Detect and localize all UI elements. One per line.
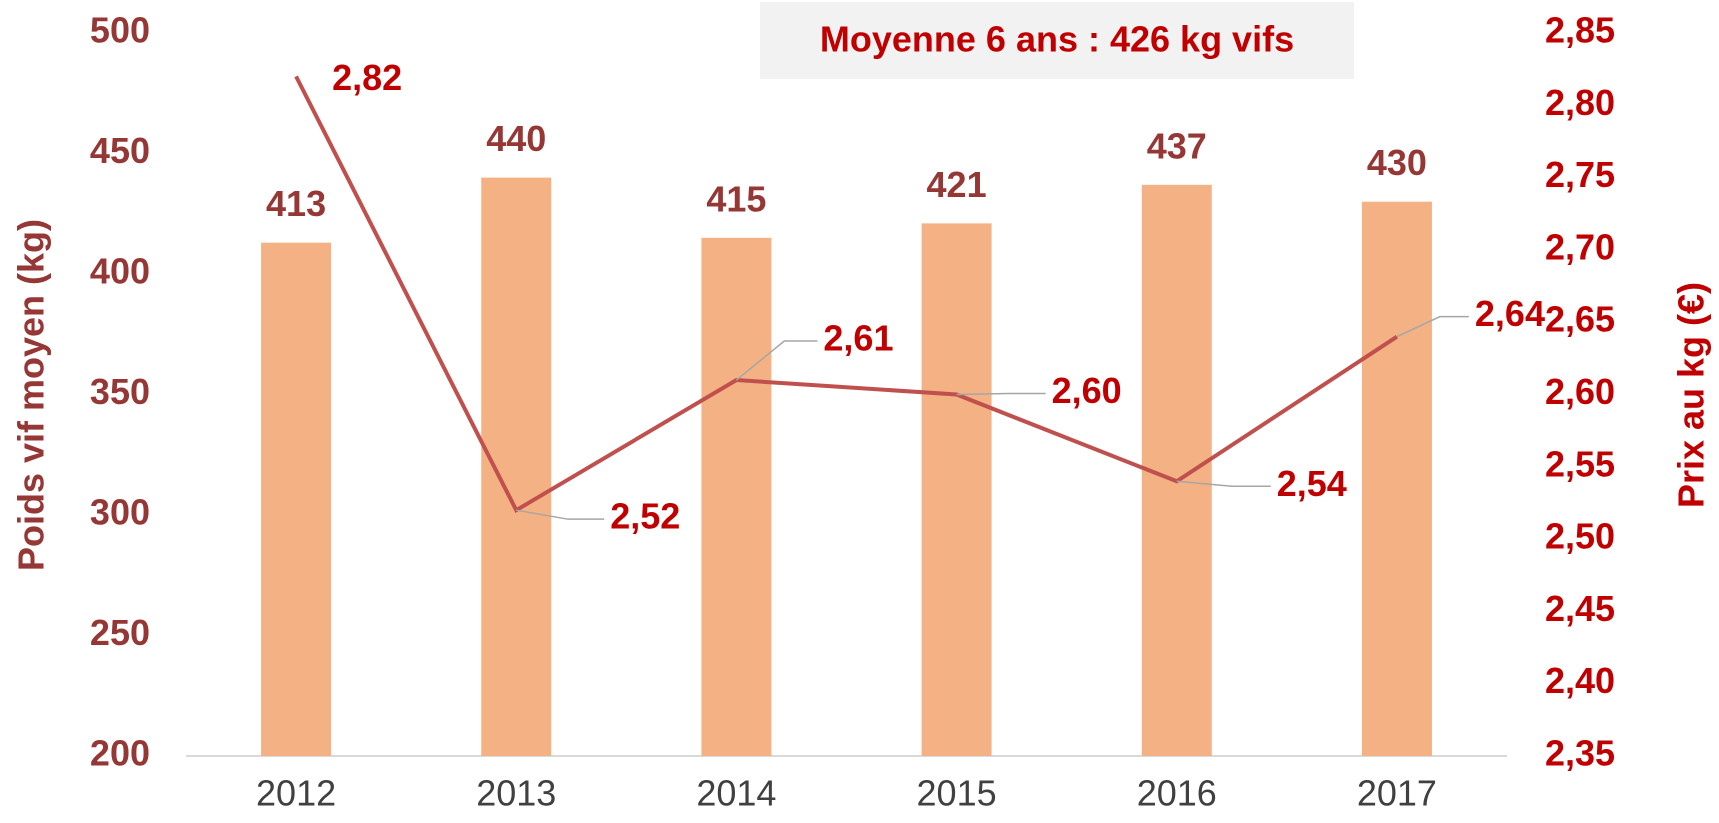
bar-label: 413 <box>266 183 326 224</box>
leader-line <box>1176 480 1271 488</box>
bar <box>481 177 552 757</box>
bar <box>261 242 332 757</box>
bar-label: 415 <box>706 178 766 219</box>
y-tick-label: 200 <box>90 733 150 774</box>
y-tick-label: 450 <box>90 130 150 171</box>
leader-line <box>516 509 605 520</box>
y2-tick-label: 2,80 <box>1545 82 1615 123</box>
y-tick-label: 350 <box>90 371 150 412</box>
y2-tick-label: 2,85 <box>1545 10 1615 51</box>
leader-line <box>956 392 1046 396</box>
annotation: Moyenne 6 ans : 426 kg vifs <box>820 19 1294 60</box>
line <box>294 75 1399 513</box>
bar <box>921 223 992 756</box>
x-tick-label: 2017 <box>1357 773 1437 814</box>
y-tick-label: 400 <box>90 251 150 292</box>
y2-tick-label: 2,65 <box>1545 299 1615 340</box>
annotation-box <box>760 2 1354 79</box>
y-tick-label: 500 <box>90 10 150 51</box>
y2-tick-label: 2,75 <box>1545 154 1615 195</box>
line-label: 2,61 <box>823 318 893 359</box>
y-tick-label: 300 <box>90 492 150 533</box>
y2-tick-label: 2,45 <box>1545 588 1615 629</box>
x-tick-label: 2013 <box>476 773 556 814</box>
x-tick-label: 2016 <box>1137 773 1217 814</box>
line-label: 2,52 <box>610 496 680 537</box>
y-tick-label: 250 <box>90 612 150 653</box>
leader-line <box>735 340 818 381</box>
line-label: 2,64 <box>1475 293 1545 334</box>
leader-line <box>1396 315 1469 338</box>
y2-tick-label: 2,50 <box>1545 516 1615 557</box>
y2-axis-title: Prix au kg (€) <box>1671 282 1712 508</box>
y2-tick-label: 2,60 <box>1545 371 1615 412</box>
y2-tick-label: 2,70 <box>1545 226 1615 267</box>
bar-label: 440 <box>486 118 546 159</box>
line-label: 2,82 <box>332 57 402 98</box>
bar-label: 430 <box>1367 142 1427 183</box>
x-tick-label: 2014 <box>696 773 776 814</box>
y2-tick-label: 2,55 <box>1545 443 1615 484</box>
bar <box>1361 201 1432 756</box>
x-tick-label: 2015 <box>917 773 997 814</box>
y2-tick-label: 2,35 <box>1545 733 1615 774</box>
y-axis-title: Poids vif moyen (kg) <box>11 219 52 571</box>
bar <box>701 237 772 757</box>
bar-label: 437 <box>1147 125 1207 166</box>
line-label: 2,60 <box>1052 370 1122 411</box>
x-tick-label: 2012 <box>256 773 336 814</box>
line-label: 2,54 <box>1277 463 1347 504</box>
bar-label: 421 <box>927 164 987 205</box>
y2-tick-label: 2,40 <box>1545 660 1615 701</box>
